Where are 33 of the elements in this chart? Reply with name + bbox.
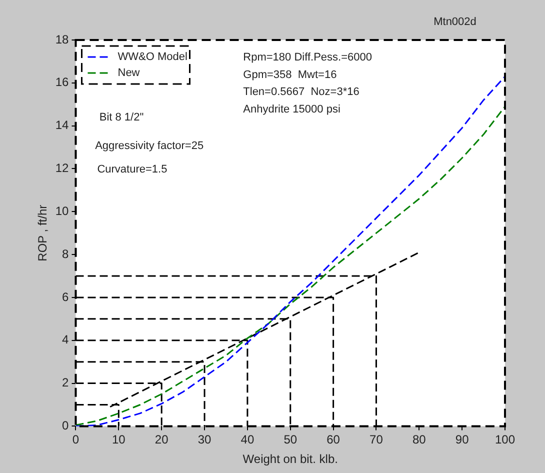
y-axis-title: ROP , ft/hr xyxy=(36,204,50,262)
y-tick-label: 18 xyxy=(55,32,70,46)
x-tick-label: 100 xyxy=(494,432,516,447)
y-tick-label: 14 xyxy=(55,118,70,132)
y-tick-label: 12 xyxy=(55,161,70,176)
x-tick-label: 60 xyxy=(326,432,340,447)
annotation: Gpm=358 Mwt=16 xyxy=(243,68,337,81)
annotation: Tlen=0.5667 Noz=3*16 xyxy=(243,86,360,98)
x-tick-label: 80 xyxy=(412,432,426,447)
x-tick-label: 70 xyxy=(370,432,384,447)
x-tick-label: 20 xyxy=(154,432,169,447)
y-tick-label: 6 xyxy=(62,290,70,304)
annotation: Rpm=180 Diff.Pess.=6000 xyxy=(243,51,372,64)
annotation: Aggressivity factor=25 xyxy=(95,140,204,152)
annotation: Bit 8 1/2" xyxy=(99,111,144,124)
annotation: Anhydrite 15000 psi xyxy=(243,104,340,116)
chart-title: Mtn002d xyxy=(434,16,476,28)
y-tick-label: 8 xyxy=(62,246,70,261)
y-tick-label: 0 xyxy=(62,418,70,433)
x-tick-label: 0 xyxy=(72,432,80,447)
x-tick-label: 90 xyxy=(455,432,470,447)
y-tick-label: 2 xyxy=(62,376,70,390)
x-tick-label: 40 xyxy=(240,432,254,447)
x-tick-label: 50 xyxy=(284,432,298,447)
annotation: Curvature=1.5 xyxy=(97,163,168,176)
y-tick-label: 4 xyxy=(62,332,70,347)
y-tick-label: 10 xyxy=(55,204,70,218)
legend-label: WW&O Model xyxy=(118,51,188,64)
legend-label: New xyxy=(118,67,140,80)
x-tick-label: 30 xyxy=(198,432,212,447)
x-tick-label: 10 xyxy=(112,432,126,447)
x-axis-title: Weight on bit. klb. xyxy=(242,452,338,466)
y-tick-label: 16 xyxy=(55,75,70,90)
